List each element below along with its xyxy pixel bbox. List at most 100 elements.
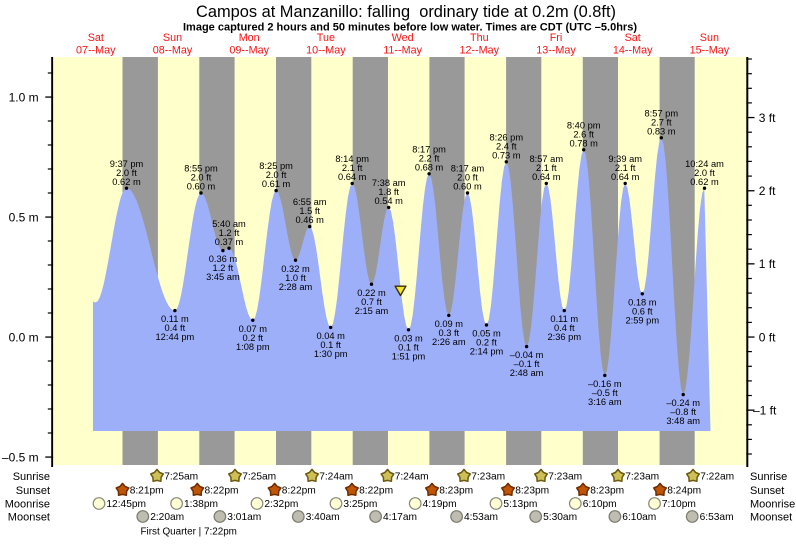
svg-text:7:22am: 7:22am [700,472,734,483]
svg-text:8:55 pm: 8:55 pm [184,164,218,174]
svg-text:0.04 m: 0.04 m [316,331,345,341]
svg-text:2.0 ft: 2.0 ft [266,170,287,180]
svg-text:2.4 ft: 2.4 ft [496,141,517,151]
svg-text:0.3 ft: 0.3 ft [438,328,459,338]
svg-text:0.0 m: 0.0 m [9,330,39,344]
svg-text:7:25am: 7:25am [164,472,198,483]
svg-text:5:30am: 5:30am [543,512,577,523]
svg-text:7:24am: 7:24am [319,472,353,483]
svg-text:1.0 ft: 1.0 ft [285,273,306,283]
svg-text:8:22pm: 8:22pm [359,486,393,497]
svg-text:Image captured 2 hours and 50: Image captured 2 hours and 50 minutes be… [183,22,637,34]
svg-text:2.6 ft: 2.6 ft [573,129,594,139]
svg-text:2.2 ft: 2.2 ft [419,153,440,163]
svg-text:7:23am: 7:23am [548,472,582,483]
svg-text:0.54 m: 0.54 m [374,196,403,206]
svg-text:15--May: 15--May [690,45,730,57]
svg-text:2:14 pm: 2:14 pm [470,347,504,357]
svg-text:2.0 ft: 2.0 ft [116,168,137,178]
svg-text:1:51 pm: 1:51 pm [392,351,426,361]
svg-text:8:57 am: 8:57 am [530,154,564,164]
svg-text:6:10am: 6:10am [622,512,656,523]
svg-text:13--May: 13--May [536,45,576,57]
svg-text:2 ft: 2 ft [759,184,776,198]
svg-text:1:38pm: 1:38pm [184,499,218,510]
svg-text:0.78 m: 0.78 m [569,138,598,148]
svg-text:2.1 ft: 2.1 ft [536,163,557,173]
svg-text:12--May: 12--May [459,45,499,57]
svg-text:0.2 ft: 0.2 ft [476,338,497,348]
svg-text:0.62 m: 0.62 m [690,177,719,187]
svg-text:Sun: Sun [700,32,719,44]
svg-text:10--May: 10--May [306,45,346,57]
svg-text:08--May: 08--May [153,45,193,57]
svg-text:1.8 ft: 1.8 ft [378,187,399,197]
svg-text:3:16 am: 3:16 am [588,397,622,407]
svg-text:0.61 m: 0.61 m [262,179,291,189]
svg-text:0.09 m: 0.09 m [435,319,464,329]
svg-text:2:48 am: 2:48 am [510,368,544,378]
svg-text:12:44 pm: 12:44 pm [156,332,195,342]
svg-text:Campos at Manzanillo: falling: Campos at Manzanillo: falling ordinary t… [196,3,616,21]
svg-text:0.6 ft: 0.6 ft [632,306,653,316]
svg-text:2.0 ft: 2.0 ft [694,168,715,178]
svg-text:8:40 pm: 8:40 pm [567,120,601,130]
svg-text:0.73 m: 0.73 m [492,150,521,160]
svg-text:2:15 am: 2:15 am [355,306,389,316]
svg-text:Sun: Sun [163,32,182,44]
svg-text:Moonrise: Moonrise [750,499,795,511]
svg-text:–0.5 m: –0.5 m [2,450,39,464]
svg-text:10:24 am: 10:24 am [685,159,724,169]
svg-text:0.2 ft: 0.2 ft [242,333,263,343]
svg-text:0.07 m: 0.07 m [239,324,268,334]
svg-text:1 ft: 1 ft [759,257,776,271]
svg-text:8:25 pm: 8:25 pm [259,161,293,171]
svg-text:5:13pm: 5:13pm [503,499,537,510]
svg-text:–0.16 m: –0.16 m [588,379,622,389]
svg-text:0.62 m: 0.62 m [112,177,141,187]
svg-text:0.11 m: 0.11 m [550,314,578,324]
svg-text:2:26 am: 2:26 am [432,337,466,347]
svg-text:Tue: Tue [317,32,335,44]
svg-text:0.46 m: 0.46 m [295,215,324,225]
svg-text:3:40am: 3:40am [306,512,340,523]
svg-text:0.64 m: 0.64 m [611,172,640,182]
svg-text:2.1 ft: 2.1 ft [615,163,636,173]
svg-text:Moonrise: Moonrise [5,499,50,511]
svg-text:8:21pm: 8:21pm [130,486,164,497]
svg-text:3 ft: 3 ft [759,111,776,125]
svg-text:Mon: Mon [239,32,260,44]
svg-text:8:17 am: 8:17 am [451,164,485,174]
svg-text:0.64 m: 0.64 m [532,172,561,182]
svg-text:9:37 pm: 9:37 pm [110,159,144,169]
svg-text:2.0 ft: 2.0 ft [191,173,212,183]
svg-text:9:39 am: 9:39 am [608,154,642,164]
svg-text:Moonset: Moonset [750,512,792,524]
svg-text:0.32 m: 0.32 m [281,264,310,274]
svg-text:Sunset: Sunset [16,485,50,497]
svg-text:0 ft: 0 ft [759,330,776,344]
svg-text:Sunrise: Sunrise [750,471,787,483]
svg-text:7:24am: 7:24am [395,472,429,483]
svg-text:4:53am: 4:53am [464,512,498,523]
svg-text:3:25pm: 3:25pm [343,499,377,510]
svg-text:8:17 pm: 8:17 pm [412,144,446,154]
svg-text:6:55 am: 6:55 am [293,197,327,207]
svg-text:Moonset: Moonset [8,512,50,524]
svg-text:8:26 pm: 8:26 pm [490,132,524,142]
svg-text:09--May: 09--May [229,45,269,57]
svg-text:0.36 m: 0.36 m [209,254,238,264]
svg-text:3:01am: 3:01am [227,512,261,523]
svg-text:1.2 ft: 1.2 ft [219,228,240,238]
svg-text:0.11 m: 0.11 m [161,314,189,324]
svg-text:07--May: 07--May [76,45,116,57]
svg-text:1.2 ft: 1.2 ft [213,263,234,273]
svg-text:6:10pm: 6:10pm [583,499,617,510]
svg-text:Thu: Thu [470,32,489,44]
svg-text:–0.04 m: –0.04 m [510,350,544,360]
svg-text:–0.5 ft: –0.5 ft [592,388,618,398]
svg-text:8:23pm: 8:23pm [590,486,624,497]
svg-text:4:19pm: 4:19pm [423,499,457,510]
svg-text:0.37 m: 0.37 m [215,237,244,247]
svg-text:–0.24 m: –0.24 m [666,398,700,408]
